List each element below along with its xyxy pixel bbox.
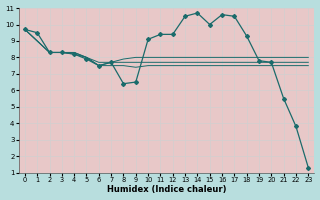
X-axis label: Humidex (Indice chaleur): Humidex (Indice chaleur)	[107, 185, 226, 194]
